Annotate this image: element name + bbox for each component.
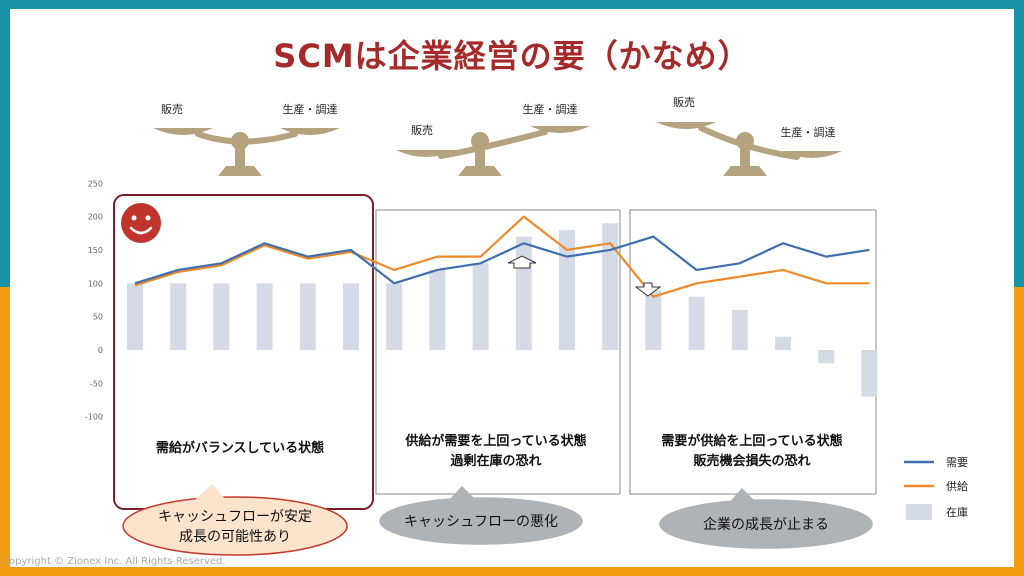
speech-bubble-tail	[447, 486, 478, 502]
panel-caption: 過剰在庫の恐れ	[449, 453, 541, 469]
bubble-text: 成長の可能性あり	[179, 529, 291, 545]
inventory-bar	[256, 283, 273, 350]
scale-right-label: 生産・調達	[781, 125, 836, 139]
y-tick-label: 150	[88, 246, 103, 255]
speech-bubble-tail	[195, 484, 226, 500]
inventory-bar	[170, 283, 187, 350]
smiley-eye-icon	[131, 215, 137, 221]
legend-label: 需要	[946, 456, 968, 469]
scale-right-label: 生産・調達	[523, 102, 578, 116]
page-title: SCMは企業経営の要（かなめ）	[273, 37, 751, 75]
scale-right-label: 生産・調達	[283, 102, 338, 116]
scale-pan-icon	[153, 128, 213, 135]
inventory-bar	[127, 283, 143, 350]
panel-frame-3	[629, 209, 877, 495]
scale-base-icon	[218, 166, 262, 176]
inventory-bar	[515, 236, 532, 350]
panel-frame-2	[375, 209, 621, 495]
scale-left-label: 販売	[161, 103, 183, 116]
legend-label: 供給	[946, 479, 968, 493]
scale-pillar-icon	[475, 141, 485, 167]
demand-line	[134, 235, 870, 285]
speech-bubble	[659, 499, 873, 549]
scale-pillar-icon	[235, 141, 245, 167]
inventory-bar	[818, 350, 835, 364]
inventory-bar	[299, 283, 316, 350]
scale-left-label: 販売	[411, 124, 433, 137]
scale-pan-icon	[656, 122, 716, 129]
scale-pillar-icon	[740, 141, 750, 167]
bubble-text: 企業の成長が止まる	[703, 516, 829, 533]
smiley-eye-icon	[145, 215, 151, 221]
scale-pan-icon	[530, 126, 590, 133]
bubble-text: キャッシュフローの悪化	[404, 514, 558, 530]
y-tick-label: -50	[90, 379, 103, 388]
smiley-mouth-icon	[129, 226, 153, 235]
y-tick-label: 200	[88, 213, 103, 222]
scale-pan-icon	[396, 150, 456, 157]
y-tick-label: -100	[85, 413, 103, 422]
scale-base-icon	[723, 166, 767, 176]
supply-line	[134, 215, 870, 298]
y-tick-label: 0	[98, 346, 103, 355]
y-tick-label: 250	[88, 179, 103, 188]
inventory-bar	[861, 350, 878, 397]
legend-swatch-inventory	[906, 504, 932, 520]
inventory-bar	[213, 283, 230, 350]
panel-caption: 販売機会損失の恐れ	[693, 453, 810, 469]
panel-caption: 需給がバランスしている状態	[156, 440, 324, 456]
smiley-icon	[121, 203, 161, 243]
panel-frame-1	[113, 194, 374, 510]
inventory-bar	[472, 263, 489, 350]
inventory-bar	[602, 223, 619, 350]
down-arrow-icon	[634, 282, 662, 297]
scale-left-label: 販売	[673, 96, 695, 109]
inventory-bar	[688, 296, 705, 350]
scale-beam-icon	[195, 131, 298, 145]
speech-bubble	[379, 497, 583, 545]
inventory-bar	[731, 309, 748, 350]
speech-bubble-tail	[728, 488, 758, 504]
bubble-text: キャッシュフローが安定	[158, 509, 312, 525]
y-tick-label: 50	[93, 313, 103, 322]
copyright-text: Copyright © Zionex Inc. All Rights Reser…	[2, 556, 226, 567]
inventory-bar	[386, 283, 403, 350]
inventory-bar	[775, 336, 791, 350]
scale-pan-icon	[782, 151, 842, 158]
scale-beam-icon	[438, 129, 548, 159]
panel-caption: 需要が供給を上回っている状態	[661, 433, 842, 449]
panel-caption: 供給が需要を上回っている状態	[404, 433, 586, 449]
scale-pan-icon	[280, 128, 340, 135]
up-arrow-icon	[507, 255, 537, 269]
inventory-bar	[645, 289, 662, 350]
scale-base-icon	[458, 166, 502, 176]
legend-label: 在庫	[946, 505, 968, 519]
scale-beam-icon	[698, 125, 800, 160]
inventory-bar	[343, 283, 359, 350]
inventory-bar	[429, 269, 446, 350]
inventory-bar	[559, 229, 575, 350]
y-tick-label: 100	[88, 279, 103, 288]
speech-bubble	[122, 496, 348, 556]
